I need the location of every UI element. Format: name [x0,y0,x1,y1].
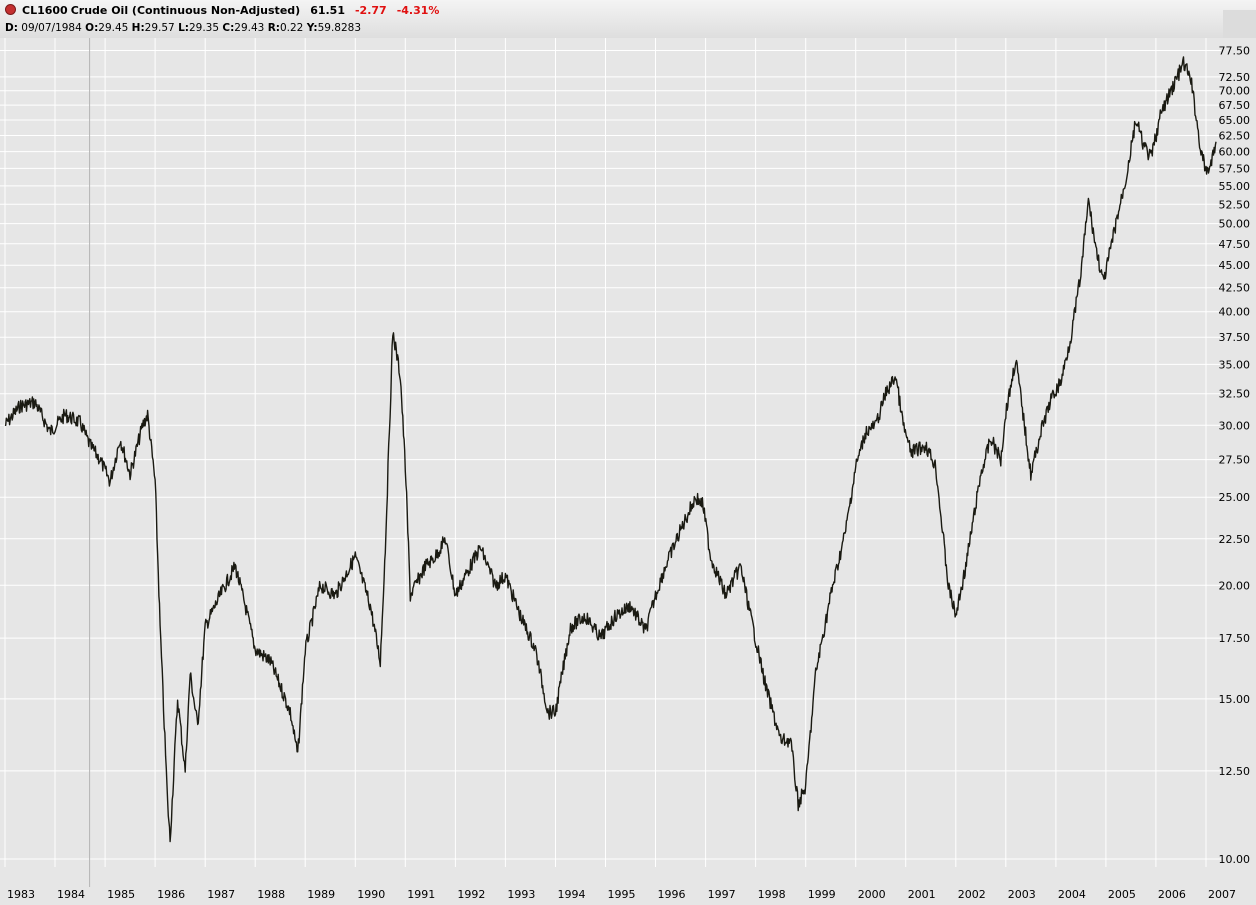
x-axis-labels: 1983 1984 1985 1986 1987 1988 1989 1990 1991 1992… [7,888,1236,901]
open-label: O: [85,22,99,34]
price-chart[interactable]: 10.00 12.50 15.00 17.50 20.00 22.50 25.00 27.50… [0,38,1256,905]
x-tick-label: 1989 [307,888,335,901]
y-tick-label: 10.00 [1219,853,1251,866]
x-tick-label: 1988 [257,888,285,901]
x-tick-label: 2004 [1058,888,1086,901]
x-tick-label: 1998 [758,888,786,901]
price-line [4,56,1217,843]
last-price: 61.51 [310,4,345,17]
x-tick-label: 1984 [57,888,85,901]
x-tick-label: 1994 [558,888,586,901]
x-tick-label: 1996 [658,888,686,901]
y-tick-label: 47.50 [1219,238,1251,251]
y-tick-label: 12.50 [1219,765,1251,778]
x-tick-label: 1995 [608,888,636,901]
y-tick-label: 15.00 [1219,693,1251,706]
y-tick-label: 77.50 [1219,45,1251,58]
title-row: CL1600 Crude Oil (Continuous Non-Adjusted… [5,4,445,17]
y-tick-label: 62.50 [1219,130,1251,143]
x-tick-label: 2002 [958,888,986,901]
y-tick-label: 32.50 [1219,388,1251,401]
date-value: 09/07/1984 [21,22,82,34]
y-tick-label: 52.50 [1219,198,1251,211]
y-tick-label: 17.50 [1219,632,1251,645]
range-value: 0.22 [279,22,304,34]
y-label: Y: [306,22,318,34]
y-axis-labels: 10.00 12.50 15.00 17.50 20.00 22.50 25.00 27.50… [1219,45,1251,867]
y-tick-label: 20.00 [1219,579,1251,592]
x-tick-label: 2005 [1108,888,1136,901]
y-tick-label: 22.50 [1219,533,1251,546]
x-tick-label: 1993 [507,888,535,901]
low-label: L: [178,22,189,34]
instrument-title: Crude Oil (Continuous Non-Adjusted) [70,4,301,17]
y-tick-label: 30.00 [1219,419,1251,432]
y-tick-label: 50.00 [1219,218,1251,231]
y-tick-label: 35.00 [1219,358,1251,371]
open-value: 29.45 [98,22,129,34]
y-tick-label: 27.50 [1219,454,1251,467]
x-tick-label: 1992 [457,888,485,901]
close-label: C: [222,22,235,34]
price-axis-panel[interactable] [1221,38,1256,867]
y-tick-label: 37.50 [1219,331,1251,344]
y-tick-label: 67.50 [1219,99,1251,112]
price-axis-scroll-handle[interactable] [1223,10,1256,38]
y-tick-label: 60.00 [1219,146,1251,159]
high-value: 29.57 [144,22,175,34]
x-tick-label: 2006 [1158,888,1186,901]
x-tick-label: 1986 [157,888,185,901]
x-tick-label: 1987 [207,888,235,901]
y-tick-label: 72.50 [1219,71,1251,84]
x-tick-label: 1983 [7,888,35,901]
horizontal-gridlines [0,50,1221,860]
x-tick-label: 1991 [407,888,435,901]
range-label: R: [267,22,280,34]
ohlc-readout: D: 09/07/1984 O:29.45 H:29.57 L:29.35 C:… [5,22,361,34]
y-tick-label: 70.00 [1219,85,1251,98]
low-value: 29.35 [188,22,220,34]
date-label: D: [5,22,18,34]
x-tick-label: 2003 [1008,888,1036,901]
y-tick-label: 65.00 [1219,114,1251,127]
x-tick-label: 1985 [107,888,135,901]
x-tick-label: 1997 [708,888,736,901]
y-tick-label: 45.00 [1219,259,1251,272]
x-tick-label: 2000 [858,888,886,901]
y-tick-label: 42.50 [1219,282,1251,295]
x-tick-label: 2007 [1208,888,1236,901]
chart-header: CL1600 Crude Oil (Continuous Non-Adjusted… [0,0,1256,38]
y-tick-label: 25.00 [1219,491,1251,504]
x-tick-label: 2001 [908,888,936,901]
y-tick-label: 55.00 [1219,180,1251,193]
price-change-percent: -4.31% [396,4,440,17]
price-change: -2.77 [354,4,387,17]
close-value: 29.43 [234,22,265,34]
status-dot-icon [5,4,16,15]
y-tick-label: 40.00 [1219,306,1251,319]
symbol: CL1600 [22,4,68,17]
x-tick-label: 1999 [808,888,836,901]
vertical-gridlines [4,38,1207,867]
y-tick-label: 57.50 [1219,162,1251,175]
high-label: H: [131,22,145,34]
y-value: 59.8283 [317,22,362,34]
x-tick-label: 1990 [357,888,385,901]
